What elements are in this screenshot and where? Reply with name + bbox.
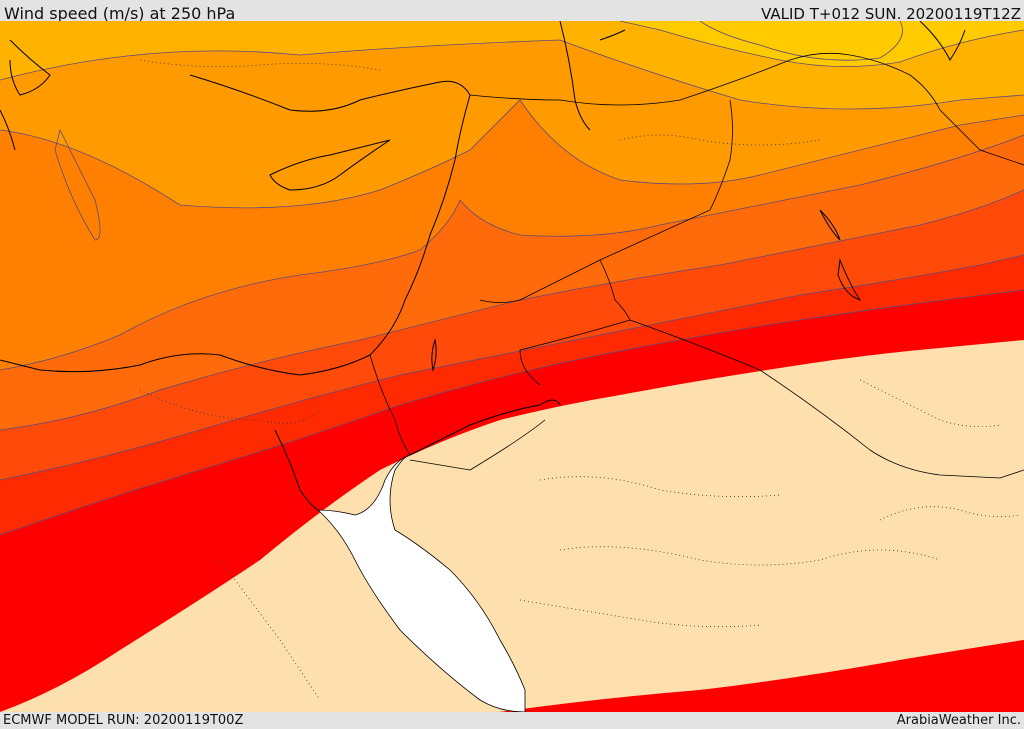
header-bar: Wind speed (m/s) at 250 hPa VALID T+012 …: [0, 0, 1024, 23]
wind-speed-map: [0, 21, 1024, 712]
model-run-label: ECMWF MODEL RUN: 20200119T00Z: [3, 713, 244, 728]
internal-boundaries: [139, 59, 1021, 701]
footer-bar: ECMWF MODEL RUN: 20200119T00Z ArabiaWeat…: [0, 712, 1024, 729]
band-fill-8: [0, 21, 1024, 67]
valid-time-label: VALID T+012 SUN. 20200119T12Z: [761, 5, 1021, 23]
red-sea: [316, 454, 526, 712]
borders: [369, 52, 1024, 479]
coastlines: [0, 21, 966, 511]
band-fill-lowest: [0, 340, 1024, 712]
credit-label: ArabiaWeather Inc.: [896, 713, 1021, 728]
band-fill-south: [500, 640, 1024, 712]
map-title: Wind speed (m/s) at 250 hPa: [4, 4, 236, 23]
